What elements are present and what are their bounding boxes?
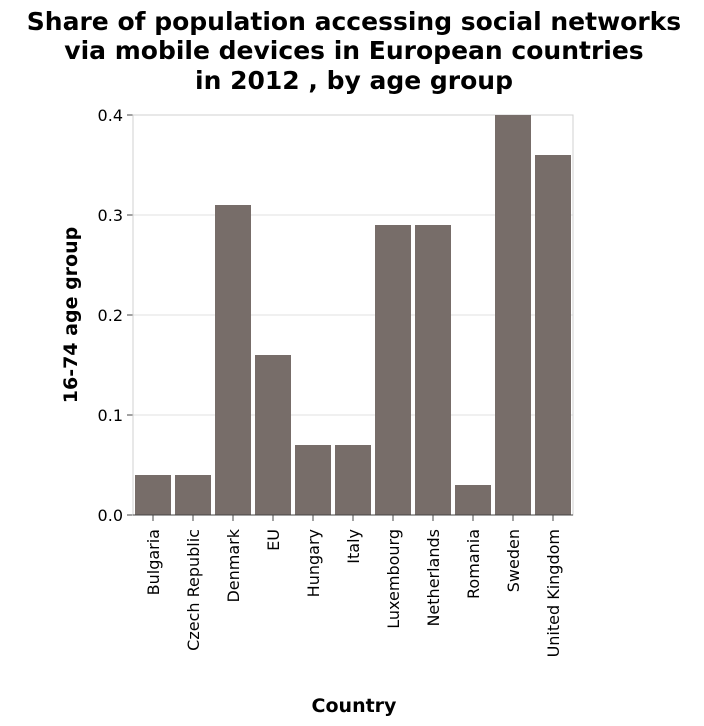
bar [295,445,331,515]
y-axis-title: 16-74 age group [60,227,82,403]
y-tick-label: 0.4 [98,106,123,125]
bar [135,475,171,515]
x-tick-label: Netherlands [424,529,443,627]
x-tick-label: Czech Republic [184,529,203,651]
bar [375,225,411,515]
bar [215,205,251,515]
y-tick-label: 0.1 [98,406,123,425]
chart-title-line-1: Share of population accessing social net… [27,7,681,36]
y-tick-label: 0.0 [98,506,123,525]
bar [415,225,451,515]
bar [495,115,531,515]
x-tick-label: Bulgaria [144,529,163,595]
x-tick-label: Luxembourg [384,529,403,629]
bar [335,445,371,515]
chart-title-line-2: via mobile devices in European countries [64,36,643,65]
x-tick-label: EU [264,529,283,551]
x-tick-label: Hungary [304,529,323,597]
bar [175,475,211,515]
x-tick-label: Sweden [504,529,523,592]
bar [535,155,571,515]
bar [255,355,291,515]
x-tick-label: Denmark [224,528,243,602]
chart-title-line-3: in 2012 , by age group [195,66,513,95]
x-tick-label: United Kingdom [544,529,563,657]
plot-area: 0.0 0.1 0.2 0.3 0.4 Bulgaria Czech Republic Den… [98,106,574,657]
bar [455,485,491,515]
y-tick-label: 0.3 [98,206,123,225]
x-tick-label: Romania [464,529,483,599]
x-axis-title: Country [312,695,398,717]
x-tick-label: Italy [344,529,363,564]
y-tick-label: 0.2 [98,306,123,325]
